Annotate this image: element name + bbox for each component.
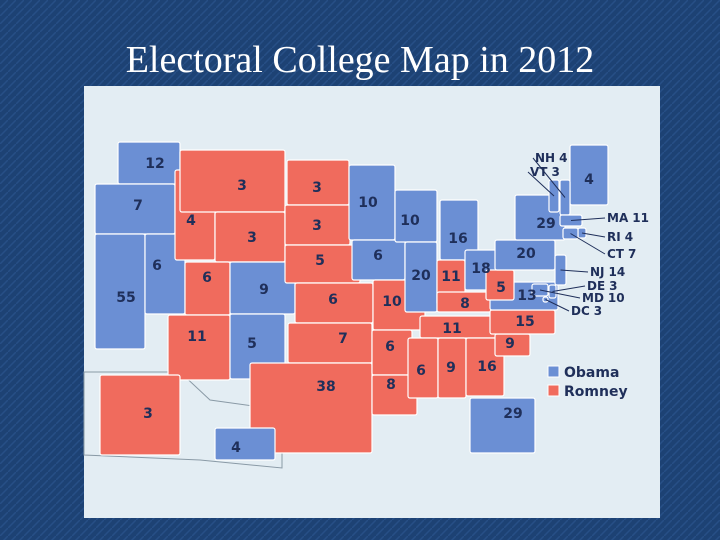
electoral-votes: 5 xyxy=(315,253,325,269)
electoral-votes: 3 xyxy=(594,304,602,318)
electoral-votes: 8 xyxy=(460,296,470,312)
slide-title: Electoral College Map in 2012 xyxy=(126,39,595,81)
electoral-votes: 7 xyxy=(133,198,143,214)
state-label: DE 3 xyxy=(587,279,618,293)
electoral-votes: 7 xyxy=(628,247,636,261)
electoral-votes: 4 xyxy=(584,172,594,188)
electoral-votes: 3 xyxy=(609,279,617,293)
legend-swatch xyxy=(547,384,560,397)
leader-line xyxy=(560,269,589,273)
leader-line xyxy=(539,289,581,299)
electoral-votes: 3 xyxy=(312,218,322,234)
electoral-votes: 55 xyxy=(116,290,135,306)
electoral-votes: 6 xyxy=(328,292,338,308)
state xyxy=(469,397,536,454)
electoral-votes: 16 xyxy=(477,359,496,375)
electoral-votes: 6 xyxy=(202,270,212,286)
electoral-votes: 4 xyxy=(186,213,196,229)
state-abbr: NJ xyxy=(590,265,605,279)
state-label: CT 7 xyxy=(607,247,636,261)
electoral-votes: 10 xyxy=(608,291,625,305)
leader-line xyxy=(570,233,606,255)
electoral-votes: 3 xyxy=(247,230,257,246)
leader-line xyxy=(545,299,570,312)
state-abbr: CT xyxy=(607,247,625,261)
electoral-votes: 10 xyxy=(358,195,378,211)
state xyxy=(214,427,276,461)
state-abbr: RI xyxy=(607,230,621,244)
electoral-votes: 5 xyxy=(496,280,506,296)
state-label: NJ 14 xyxy=(590,265,625,279)
electoral-votes: 38 xyxy=(316,379,335,395)
electoral-votes: 7 xyxy=(338,331,348,347)
state-label: NH 4 xyxy=(535,151,567,165)
state xyxy=(287,322,373,364)
electoral-votes: 6 xyxy=(385,339,395,355)
legend-label: Obama xyxy=(564,365,619,381)
electoral-votes: 9 xyxy=(505,336,515,352)
electoral-votes: 11 xyxy=(187,329,206,345)
electoral-votes: 4 xyxy=(231,440,241,456)
electoral-votes: 10 xyxy=(382,294,402,310)
electoral-votes: 14 xyxy=(609,265,626,279)
state-abbr: DC xyxy=(571,304,590,318)
electoral-votes: 18 xyxy=(471,261,490,277)
state xyxy=(569,144,609,206)
electoral-votes: 11 xyxy=(441,269,460,285)
electoral-votes: 13 xyxy=(517,288,536,304)
leader-line xyxy=(581,232,606,238)
legend-label: Romney xyxy=(564,384,628,400)
leader-line xyxy=(570,217,606,221)
state-abbr: MA xyxy=(607,211,629,225)
electoral-votes: 6 xyxy=(373,248,383,264)
state-label: VT 3 xyxy=(530,165,560,179)
state-abbr: DE xyxy=(587,279,605,293)
electoral-votes: 3 xyxy=(551,165,559,179)
state-label: MA 11 xyxy=(607,211,649,225)
state-abbr: VT xyxy=(530,165,548,179)
state xyxy=(179,149,286,213)
state xyxy=(167,314,231,381)
electoral-votes: 8 xyxy=(386,377,396,393)
leader-line xyxy=(552,285,586,292)
electoral-votes: 11 xyxy=(632,211,649,225)
electoral-votes: 6 xyxy=(416,363,426,379)
electoral-votes: 20 xyxy=(411,268,431,284)
electoral-votes: 12 xyxy=(145,156,164,172)
leader-line xyxy=(532,157,566,198)
state xyxy=(99,374,181,456)
electoral-votes: 3 xyxy=(143,406,153,422)
electoral-votes: 10 xyxy=(400,213,420,229)
electoral-votes: 29 xyxy=(536,216,555,232)
electoral-votes: 6 xyxy=(152,258,162,274)
electoral-votes: 4 xyxy=(559,151,567,165)
electoral-votes: 3 xyxy=(312,180,322,196)
electoral-votes: 11 xyxy=(442,321,461,337)
electoral-votes: 15 xyxy=(515,314,534,330)
electoral-votes: 9 xyxy=(259,282,269,298)
state-label: DC 3 xyxy=(571,304,602,318)
state-abbr: NH xyxy=(535,151,555,165)
electoral-votes: 5 xyxy=(247,336,257,352)
legend-swatch xyxy=(547,365,560,378)
state-abbr: MD xyxy=(582,291,604,305)
electoral-votes: 16 xyxy=(448,231,467,247)
state-label: MD 10 xyxy=(582,291,625,305)
electoral-votes: 4 xyxy=(625,230,633,244)
state-label: RI 4 xyxy=(607,230,633,244)
leader-line xyxy=(527,171,555,197)
electoral-votes: 20 xyxy=(516,246,536,262)
electoral-votes: 29 xyxy=(503,406,522,422)
electoral-votes: 3 xyxy=(237,178,247,194)
electoral-votes: 9 xyxy=(446,360,456,376)
